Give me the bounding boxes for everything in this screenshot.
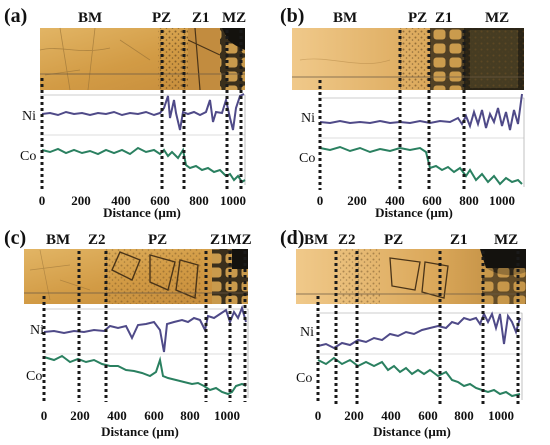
tick-label: 0 <box>317 193 324 208</box>
tick-label: 400 <box>381 408 401 423</box>
zone-label: MZ <box>485 10 509 26</box>
zone-boundaries <box>40 30 243 190</box>
zone-label: Z1 <box>192 10 210 26</box>
x-axis: 0 200 400 600 800 1000 Distance (μm) <box>317 193 515 220</box>
tick-label: 1000 <box>488 408 514 423</box>
co-profile <box>319 145 523 186</box>
tick-label: 800 <box>459 193 479 208</box>
line-scan-frame <box>40 94 246 185</box>
x-axis-title: Distance (μm) <box>101 424 179 439</box>
zone-label: PZ <box>384 232 403 248</box>
ni-label: Ni <box>22 109 36 124</box>
micrograph <box>24 249 248 304</box>
tick-label: 400 <box>107 408 127 423</box>
co-profile <box>41 146 246 184</box>
tick-label: 800 <box>454 408 474 423</box>
zone-label: PZ <box>408 10 427 26</box>
co-label: Co <box>26 369 42 384</box>
tick-label: 800 <box>180 408 200 423</box>
zone-label: Z2 <box>88 232 106 248</box>
zone-label: MZ <box>494 232 518 248</box>
tick-label: 600 <box>422 193 442 208</box>
micrograph <box>296 249 526 304</box>
panel-a: (a) BM PZ Z1 MZ Ni Co <box>4 5 246 220</box>
tick-label: 200 <box>347 193 367 208</box>
co-profile <box>317 356 521 398</box>
ni-label: Ni <box>301 111 315 126</box>
tick-label: 1000 <box>220 193 246 208</box>
micrograph <box>39 27 245 91</box>
panel-label: (d) <box>280 227 304 249</box>
tick-label: 0 <box>315 408 322 423</box>
tick-label: 600 <box>418 408 438 423</box>
ni-profile <box>317 311 521 350</box>
zone-label: BM <box>78 10 102 26</box>
co-profile <box>43 354 247 396</box>
line-scan-frame <box>318 97 525 187</box>
x-axis: 0 200 400 600 800 1000 Distance (μm) <box>41 408 240 439</box>
ni-label: Ni <box>30 323 44 338</box>
panel-label: (c) <box>4 227 26 249</box>
zone-label: BM <box>333 10 357 26</box>
zone-label: Z1 <box>450 232 468 248</box>
zone-boundaries <box>316 251 520 404</box>
co-label: Co <box>299 151 315 166</box>
co-label: Co <box>296 371 312 386</box>
co-label: Co <box>20 149 36 164</box>
x-axis-title: Distance (μm) <box>375 205 453 220</box>
zone-label: Z2 <box>338 232 356 248</box>
zone-label: PZ <box>148 232 167 248</box>
ni-profile <box>41 93 245 131</box>
zone-label: Z1 <box>435 10 453 26</box>
zone-label: MZ <box>222 10 246 26</box>
micrograph <box>292 28 524 90</box>
tick-label: 200 <box>71 193 91 208</box>
panel-c: (c) BM Z2 PZ Z1MZ Ni Co <box>4 227 252 439</box>
tick-label: 200 <box>344 408 364 423</box>
zone-boundaries <box>318 30 466 190</box>
ni-profile <box>319 93 523 131</box>
tick-label: 1000 <box>214 408 240 423</box>
x-axis-title: Distance (μm) <box>373 424 451 439</box>
zone-label: PZ <box>152 10 171 26</box>
x-axis: 0 200 400 600 800 1000 Distance (μm) <box>315 408 514 439</box>
panel-b: (b) BM PZ Z1 MZ Ni Co <box>280 5 525 220</box>
ni-profile <box>43 304 247 353</box>
x-axis: 0 200 400 600 800 1000 Distance (μm) <box>39 193 246 220</box>
zone-label: BM <box>304 232 328 248</box>
tick-label: 200 <box>70 408 90 423</box>
zone-boundaries <box>42 251 247 402</box>
tick-label: 1000 <box>489 193 515 208</box>
tick-label: 600 <box>150 193 170 208</box>
zone-label: Z1MZ <box>210 232 252 248</box>
tick-label: 400 <box>111 193 131 208</box>
tick-label: 600 <box>144 408 164 423</box>
tick-label: 400 <box>385 193 405 208</box>
tick-label: 800 <box>189 193 209 208</box>
panel-label: (a) <box>4 5 27 27</box>
x-axis-title: Distance (μm) <box>103 205 181 220</box>
zone-label: BM <box>46 232 70 248</box>
ni-label: Ni <box>300 325 314 340</box>
tick-label: 0 <box>41 408 48 423</box>
tick-label: 0 <box>39 193 46 208</box>
line-scan-frame <box>316 312 523 400</box>
panel-label: (b) <box>280 5 304 27</box>
panel-d: (d) BM Z2 PZ Z1 MZ Ni Co <box>280 227 526 439</box>
line-scan-frame <box>44 308 249 398</box>
